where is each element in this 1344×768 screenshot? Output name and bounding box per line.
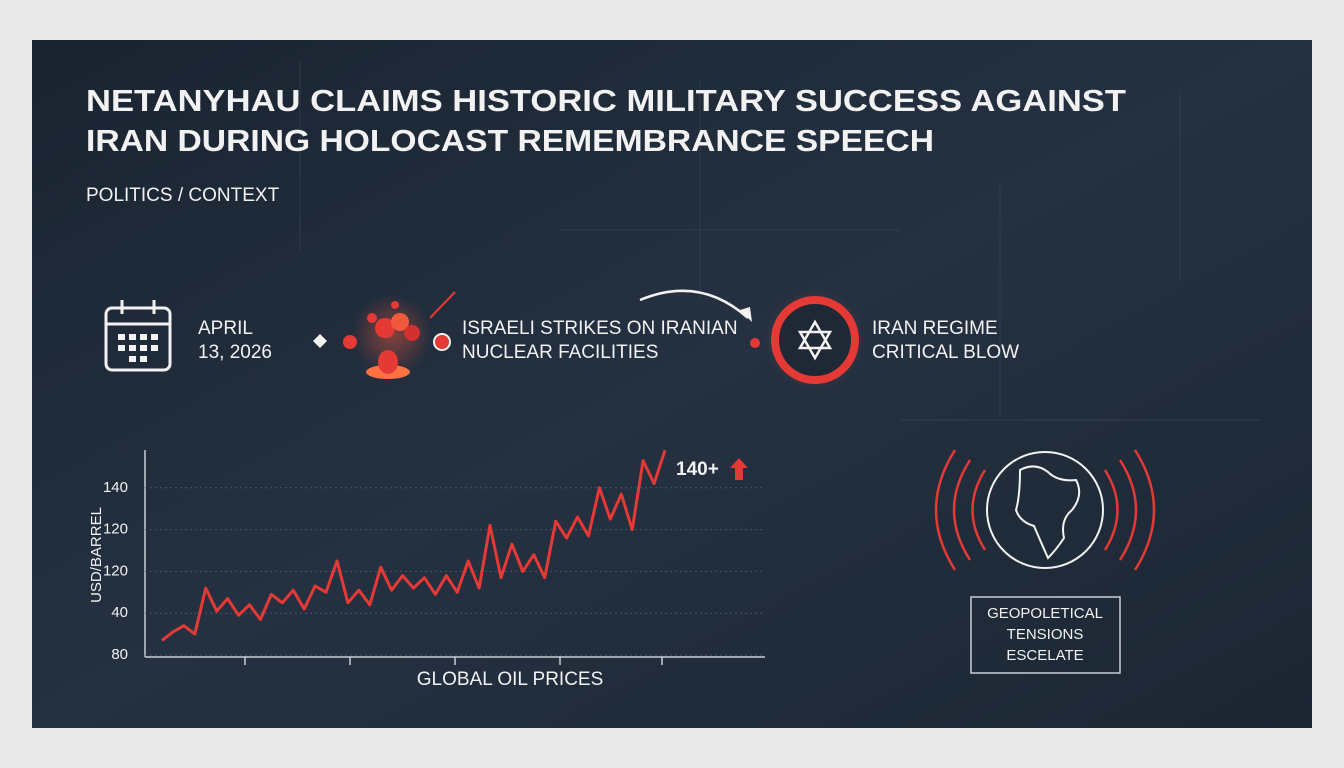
up-arrow bbox=[730, 458, 748, 480]
callout-line: TENSIONS bbox=[1007, 626, 1084, 643]
callout-line: GEOPOLETICAL bbox=[987, 605, 1103, 622]
diamond bbox=[313, 334, 327, 348]
calendar-icon bbox=[104, 300, 172, 372]
axes bbox=[144, 450, 765, 665]
arrow bbox=[639, 289, 749, 319]
y-tick-label: 140 bbox=[103, 479, 128, 496]
category: POLITICS / CONTEXT bbox=[86, 185, 280, 206]
star-icon bbox=[765, 290, 865, 390]
price-line bbox=[161, 449, 667, 642]
signal-arcs bbox=[934, 449, 1156, 571]
callout-line: ESCELATE bbox=[1006, 647, 1083, 664]
title-line: NETANYHAU CLAIMS HISTORIC MILITARY SUCCE… bbox=[86, 83, 1126, 118]
outcome-line: IRAN REGIME bbox=[872, 318, 998, 339]
y-tick-label: 40 bbox=[111, 604, 128, 621]
y-tick-label: 120 bbox=[103, 521, 128, 538]
annotation: 140+ bbox=[676, 459, 719, 480]
callout-box bbox=[970, 596, 1121, 674]
decor-lines bbox=[299, 60, 1260, 421]
event-line: NUCLEAR FACILITIES bbox=[462, 342, 658, 363]
x-axis-label: GLOBAL OIL PRICES bbox=[417, 669, 604, 690]
outcome-line: CRITICAL BLOW bbox=[872, 342, 1019, 363]
arrow-head bbox=[740, 307, 752, 322]
calendar-days bbox=[118, 334, 158, 362]
event-line: ISRAELI STRIKES ON IRANIAN bbox=[462, 318, 738, 339]
y-tick-label: 120 bbox=[103, 562, 128, 579]
explosion-icon bbox=[343, 291, 456, 379]
y-axis-label: USD/BARREL bbox=[88, 507, 105, 603]
title-line: IRAN DURING HOLOCAST REMEMBRANCE SPEECH bbox=[86, 123, 934, 158]
dot bbox=[750, 338, 760, 348]
y-tick-label: 80 bbox=[111, 646, 128, 663]
date-line: 13, 2026 bbox=[198, 342, 272, 363]
globe-icon bbox=[986, 451, 1104, 569]
date-line: APRIL bbox=[198, 318, 253, 339]
